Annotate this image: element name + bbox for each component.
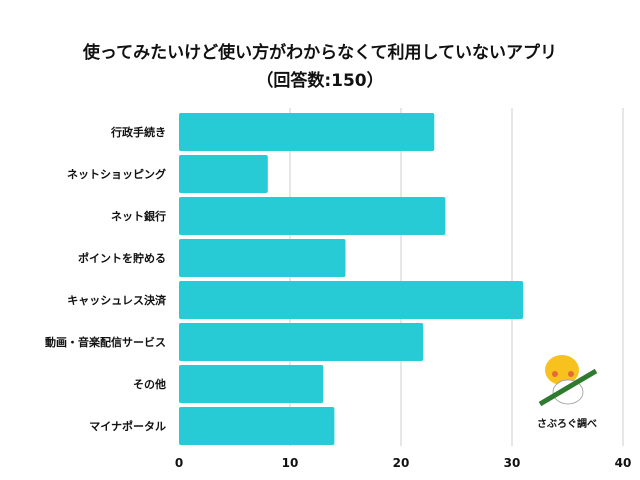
chart-subtitle: （回答数:150）: [256, 71, 384, 91]
pencil-icon: [538, 368, 598, 407]
bar: [179, 365, 324, 403]
category-label: ネットショッピング: [67, 167, 166, 181]
bar: [179, 197, 446, 235]
bar: [179, 281, 524, 319]
category-label: その他: [133, 377, 166, 391]
bird-head-icon: [545, 355, 579, 385]
bar: [179, 323, 424, 361]
category-label: 動画・音楽配信サービス: [45, 335, 166, 349]
x-tick-label: 30: [504, 456, 521, 470]
cheek-icon: [552, 371, 558, 377]
x-tick-label: 0: [175, 456, 183, 470]
x-tick-label: 40: [615, 456, 632, 470]
cheek-icon: [568, 371, 574, 377]
mascot-logo: さぶろぐ調べ: [537, 355, 598, 430]
x-tick-label: 20: [393, 456, 410, 470]
category-label: キャッシュレス決済: [67, 293, 167, 307]
x-tick-label: 10: [282, 456, 299, 470]
bar: [179, 113, 435, 151]
bar: [179, 155, 268, 193]
chart-title: 使ってみたいけど使い方がわからなくて利用していないアプリ: [82, 43, 558, 63]
category-label: ポイントを貯める: [78, 251, 166, 265]
bird-body-icon: [552, 379, 584, 405]
category-label: ネット銀行: [111, 209, 166, 223]
bar: [179, 407, 335, 445]
bar: [179, 239, 346, 277]
category-label: 行政手続き: [110, 125, 166, 139]
credit-label: さぶろぐ調べ: [537, 417, 597, 430]
category-label: マイナポータル: [89, 419, 166, 433]
